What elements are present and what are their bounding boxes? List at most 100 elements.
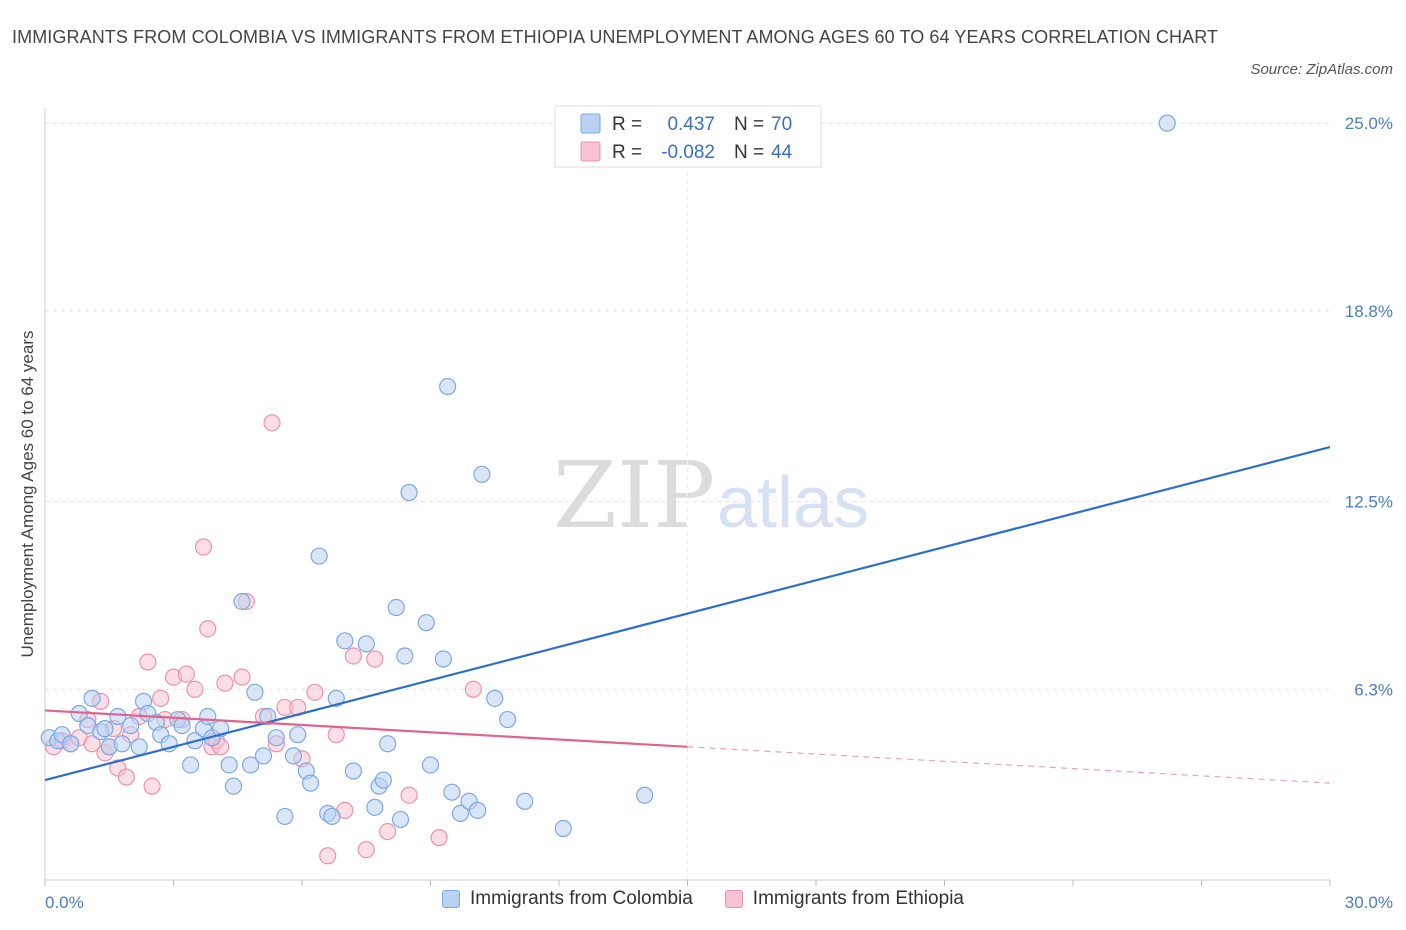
ethiopia-trend-line [44,709,688,748]
colombia-point-6 [83,689,101,707]
gridlines [45,108,1330,880]
colombia-point-30 [242,756,260,774]
colombia-trend-line [44,446,1331,782]
x-tick-label-1: 30.0% [1345,893,1393,912]
colombia-point-45 [344,762,362,780]
colombia-point-12 [122,716,140,735]
ethiopia-point-16 [152,689,170,707]
colombia-point-34 [267,729,285,747]
colombia-point-8 [96,720,114,738]
ethiopia-point-27 [216,674,234,692]
ethiopia-point-5 [83,735,101,753]
colombia-point-42 [323,807,341,826]
colombia-point-58 [439,377,457,396]
ethiopia-point-15 [143,777,161,795]
legend-swatch-colombia [442,890,461,908]
ethiopia-trend-extension [687,746,1331,784]
x-tick-label-0: 0.0% [45,893,84,912]
colombia-point-65 [499,710,517,729]
colombia-point-11 [113,735,131,753]
y-tick-label-2: 18.8% [1345,302,1393,321]
ethiopia-point-22 [194,538,213,556]
colombia-point-3 [62,735,80,753]
trend-lines [44,446,1331,784]
ethiopia-point-43 [379,822,397,841]
y-tick-label-3: 25.0% [1345,114,1393,133]
bottom-legend: Immigrants from Colombia Immigrants from… [0,888,1406,910]
colombia-point-32 [254,747,273,765]
colombia-point-27 [220,756,238,774]
colombia-point-49 [374,771,392,789]
ethiopia-point-20 [177,665,195,683]
ethiopia-point-14 [139,653,157,671]
ethiopia-point-23 [199,620,217,638]
colombia-point-54 [400,483,418,502]
stats-legend: R = 0.437 N = 70 R = -0.082 N = 44 [554,105,822,168]
ethiopia-point-41 [357,841,375,859]
colombia-point-53 [396,647,414,665]
x-axis-ticks [44,880,1331,886]
colombia-point-39 [301,774,320,792]
colombia-point-21 [182,756,200,774]
ethiopia-point-28 [233,668,251,686]
y-tick-label-1: 12.5% [1345,493,1393,512]
colombia-point-67 [554,819,572,838]
colombia-n-label: N = [734,114,764,135]
legend-item-ethiopia: Immigrants from Ethiopia [724,888,964,910]
colombia-point-64 [486,689,504,707]
chart-title: IMMIGRANTS FROM COLOMBIA VS IMMIGRANTS F… [12,27,1219,47]
ethiopia-point-31 [263,414,281,432]
ethiopia-r-label: R = [612,142,642,163]
ethiopia-point-45 [430,829,448,847]
colombia-r-value: 0.437 [667,114,715,135]
colombia-point-51 [387,598,405,617]
ethiopia-point-44 [400,786,418,804]
colombia-point-29 [233,592,251,611]
ethiopia-n-label: N = [734,142,764,163]
colombia-point-56 [421,756,440,774]
colombia-point-60 [451,804,470,822]
colombia-point-59 [443,783,461,801]
watermark-atlas: atlas [717,463,869,543]
colombia-point-28 [224,777,243,795]
legend-swatch-ethiopia [724,890,743,908]
colombia-point-44 [336,632,354,650]
ethiopia-legend-swatch [580,141,601,162]
y-tick-labels: 6.3% 12.5% 18.8% 25.0% [1345,114,1393,699]
ethiopia-point-37 [319,847,337,865]
chart-source: Source: ZipAtlas.com [1250,61,1393,78]
colombia-points [40,114,1176,838]
legend-item-colombia: Immigrants from Colombia [442,888,693,910]
watermark: ZIP atlas [553,442,869,549]
colombia-point-66 [516,792,534,810]
legend-label-ethiopia: Immigrants from Ethiopia [752,888,964,909]
ethiopia-points [44,414,482,865]
colombia-point-24 [199,707,217,726]
ethiopia-point-46 [464,680,482,698]
colombia-point-10 [109,707,127,726]
colombia-point-37 [289,726,307,744]
colombia-point-69 [1158,114,1176,132]
colombia-point-36 [284,747,303,765]
ethiopia-point-40 [344,647,362,665]
ethiopia-point-21 [186,680,204,698]
y-axis-label: Unemployment Among Ages 60 to 64 years [18,331,37,658]
colombia-point-55 [417,614,435,632]
watermark-zip: ZIP [553,442,715,549]
ethiopia-point-11 [117,768,135,786]
colombia-point-31 [246,683,264,701]
x-tick-labels: 0.0% 30.0% [45,893,1393,912]
y-tick-label-0: 6.3% [1354,680,1393,699]
ethiopia-point-38 [327,726,345,744]
colombia-point-40 [310,547,328,565]
colombia-r-label: R = [612,114,642,135]
ethiopia-r-value: -0.082 [661,142,715,163]
ethiopia-point-42 [366,650,384,668]
legend-label-colombia: Immigrants from Colombia [470,888,693,909]
ethiopia-n-value: 44 [771,142,793,163]
colombia-point-43 [327,689,345,707]
colombia-point-50 [379,735,397,753]
colombia-point-46 [357,635,375,653]
colombia-legend-swatch [580,113,601,134]
